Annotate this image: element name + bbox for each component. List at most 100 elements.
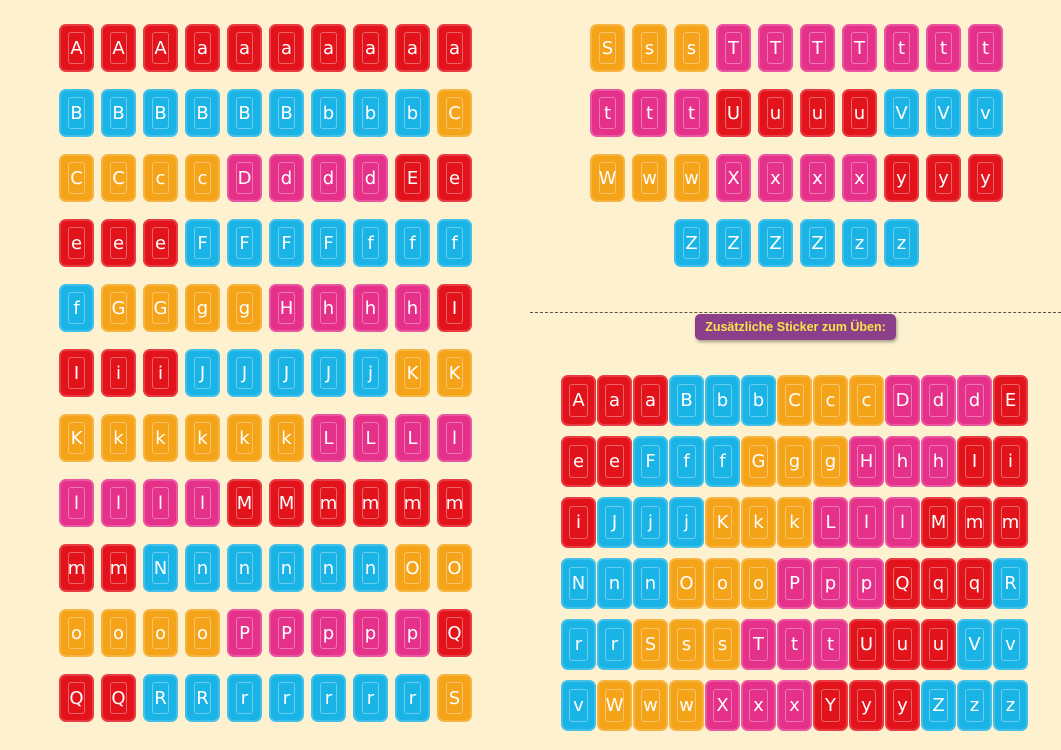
letter-sticker[interactable]: a (437, 24, 472, 72)
letter-sticker[interactable]: Z (674, 219, 709, 267)
letter-sticker[interactable]: x (842, 154, 877, 202)
letter-sticker[interactable]: c (813, 375, 848, 426)
letter-sticker[interactable]: S (437, 674, 472, 722)
letter-sticker[interactable]: e (101, 219, 136, 267)
letter-sticker[interactable]: c (185, 154, 220, 202)
letter-sticker[interactable]: L (395, 414, 430, 462)
letter-sticker[interactable]: H (269, 284, 304, 332)
letter-sticker[interactable]: s (669, 619, 704, 670)
letter-sticker[interactable]: t (777, 619, 812, 670)
letter-sticker[interactable]: s (705, 619, 740, 670)
letter-sticker[interactable]: z (842, 219, 877, 267)
letter-sticker[interactable]: m (311, 479, 346, 527)
letter-sticker[interactable]: Y (813, 680, 848, 731)
letter-sticker[interactable]: f (705, 436, 740, 487)
letter-sticker[interactable]: a (269, 24, 304, 72)
letter-sticker[interactable]: e (437, 154, 472, 202)
letter-sticker[interactable]: C (101, 154, 136, 202)
letter-sticker[interactable]: i (143, 349, 178, 397)
letter-sticker[interactable]: x (758, 154, 793, 202)
letter-sticker[interactable]: n (597, 558, 632, 609)
letter-sticker[interactable]: X (705, 680, 740, 731)
letter-sticker[interactable]: w (632, 154, 667, 202)
letter-sticker[interactable]: t (632, 89, 667, 137)
letter-sticker[interactable]: o (59, 609, 94, 657)
letter-sticker[interactable]: F (633, 436, 668, 487)
letter-sticker[interactable]: z (884, 219, 919, 267)
letter-sticker[interactable]: f (353, 219, 388, 267)
letter-sticker[interactable]: Q (885, 558, 920, 609)
letter-sticker[interactable]: W (590, 154, 625, 202)
letter-sticker[interactable]: n (353, 544, 388, 592)
letter-sticker[interactable]: o (185, 609, 220, 657)
letter-sticker[interactable]: t (813, 619, 848, 670)
letter-sticker[interactable]: Q (59, 674, 94, 722)
letter-sticker[interactable]: K (395, 349, 430, 397)
letter-sticker[interactable]: Q (101, 674, 136, 722)
letter-sticker[interactable]: m (437, 479, 472, 527)
letter-sticker[interactable]: E (395, 154, 430, 202)
letter-sticker[interactable]: o (143, 609, 178, 657)
letter-sticker[interactable]: x (800, 154, 835, 202)
letter-sticker[interactable]: y (849, 680, 884, 731)
letter-sticker[interactable]: t (884, 24, 919, 72)
letter-sticker[interactable]: D (227, 154, 262, 202)
letter-sticker[interactable]: k (101, 414, 136, 462)
letter-sticker[interactable]: B (59, 89, 94, 137)
letter-sticker[interactable]: J (227, 349, 262, 397)
letter-sticker[interactable]: h (921, 436, 956, 487)
letter-sticker[interactable]: k (741, 497, 776, 548)
letter-sticker[interactable]: k (227, 414, 262, 462)
letter-sticker[interactable]: M (269, 479, 304, 527)
letter-sticker[interactable]: k (185, 414, 220, 462)
letter-sticker[interactable]: p (813, 558, 848, 609)
letter-sticker[interactable]: a (597, 375, 632, 426)
letter-sticker[interactable]: e (143, 219, 178, 267)
letter-sticker[interactable]: K (437, 349, 472, 397)
letter-sticker[interactable]: R (185, 674, 220, 722)
letter-sticker[interactable]: i (993, 436, 1028, 487)
letter-sticker[interactable]: e (561, 436, 596, 487)
letter-sticker[interactable]: S (590, 24, 625, 72)
letter-sticker[interactable]: G (741, 436, 776, 487)
letter-sticker[interactable]: l (143, 479, 178, 527)
letter-sticker[interactable]: h (885, 436, 920, 487)
letter-sticker[interactable]: V (926, 89, 961, 137)
letter-sticker[interactable]: d (311, 154, 346, 202)
letter-sticker[interactable]: U (849, 619, 884, 670)
letter-sticker[interactable]: v (561, 680, 596, 731)
letter-sticker[interactable]: k (269, 414, 304, 462)
letter-sticker[interactable]: g (813, 436, 848, 487)
letter-sticker[interactable]: P (269, 609, 304, 657)
letter-sticker[interactable]: z (957, 680, 992, 731)
letter-sticker[interactable]: t (968, 24, 1003, 72)
letter-sticker[interactable]: r (269, 674, 304, 722)
letter-sticker[interactable]: y (884, 154, 919, 202)
letter-sticker[interactable]: n (227, 544, 262, 592)
letter-sticker[interactable]: S (633, 619, 668, 670)
letter-sticker[interactable]: t (926, 24, 961, 72)
letter-sticker[interactable]: I (437, 284, 472, 332)
letter-sticker[interactable]: N (143, 544, 178, 592)
letter-sticker[interactable]: p (849, 558, 884, 609)
letter-sticker[interactable]: G (143, 284, 178, 332)
letter-sticker[interactable]: U (716, 89, 751, 137)
letter-sticker[interactable]: p (353, 609, 388, 657)
letter-sticker[interactable]: J (185, 349, 220, 397)
letter-sticker[interactable]: l (59, 479, 94, 527)
letter-sticker[interactable]: d (353, 154, 388, 202)
letter-sticker[interactable]: m (353, 479, 388, 527)
letter-sticker[interactable]: F (311, 219, 346, 267)
letter-sticker[interactable]: T (741, 619, 776, 670)
letter-sticker[interactable]: L (353, 414, 388, 462)
letter-sticker[interactable]: u (800, 89, 835, 137)
letter-sticker[interactable]: M (921, 497, 956, 548)
letter-sticker[interactable]: I (59, 349, 94, 397)
letter-sticker[interactable]: a (395, 24, 430, 72)
letter-sticker[interactable]: Q (437, 609, 472, 657)
letter-sticker[interactable]: f (395, 219, 430, 267)
letter-sticker[interactable]: v (968, 89, 1003, 137)
letter-sticker[interactable]: j (353, 349, 388, 397)
letter-sticker[interactable]: A (101, 24, 136, 72)
letter-sticker[interactable]: m (101, 544, 136, 592)
